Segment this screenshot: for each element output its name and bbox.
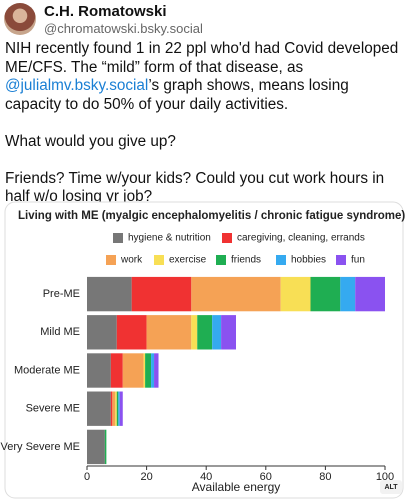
text: NIH recently found 1 in 22 ppl who'd had… [5,40,399,76]
bar-segment [115,391,117,426]
alt-badge[interactable]: ALT [384,484,398,491]
bar-segment [87,315,117,350]
bar-segment [87,276,132,312]
mention-link[interactable]: @julialmv.bsky.social [5,77,149,94]
bar-segment [110,391,113,426]
bar-segment [191,276,281,312]
bar-segment [87,391,111,426]
legend-swatch [276,255,286,265]
legend-swatch [113,233,123,243]
legend-label: friends [231,255,261,266]
x-tick-label: 0 [84,471,90,483]
bar-segment [116,315,147,350]
text: ’s graph shows, means losing capacity to… [5,77,349,113]
legend-swatch [222,233,232,243]
bar-segment [355,276,385,312]
x-tick-label: 100 [376,471,394,483]
bar-segment [104,429,107,465]
legend-label: exercise [169,255,207,266]
legend-swatch [336,255,346,265]
chart-title: Living with ME (myalgic encephalomyeliti… [18,210,405,222]
paragraph: What would you give up? [5,132,176,150]
legend-swatch [154,255,164,265]
y-tick-label: Pre-ME [43,288,80,300]
bar-segment [280,276,311,312]
bar-segment [310,276,341,312]
bar-segment [197,315,213,350]
bar-segment [118,391,120,426]
bar-segment [131,276,192,312]
legend-label: hygiene & nutrition [128,233,211,244]
bar-segment [110,353,123,388]
legend-swatch [216,255,226,265]
bar-segment [154,353,159,388]
x-axis-label: Available energy [192,480,281,494]
bar-segment [212,315,222,350]
bar-segment [221,315,236,350]
x-tick-label: 60 [260,471,272,483]
paragraph: Friends? Time w/your kids? Could you cut… [5,169,385,206]
bar-segment [145,353,152,388]
legend-label: hobbies [291,255,326,266]
bar-segment [143,353,146,388]
y-tick-label: Moderate ME [14,364,80,376]
bar-segment [116,391,119,426]
author-handle[interactable]: @chromatowski.bsky.social [44,21,203,36]
alt-badge-bg[interactable] [380,480,402,494]
x-tick-label: 20 [140,471,152,483]
paragraph: NIH recently found 1 in 22 ppl who'd had… [5,40,409,114]
y-tick-label: Mild ME [40,326,80,338]
x-tick-label: 40 [200,471,212,483]
bar-segment [151,353,155,388]
y-tick-label: Severe ME [26,403,80,415]
y-tick-label: Very Severe ME [1,441,80,453]
bar-segment [122,353,144,388]
post-text: NIH recently found 1 in 22 ppl who'd had… [5,40,409,225]
bar-segment [87,353,111,388]
bar-segment [87,429,105,465]
legend-swatch [106,255,116,265]
legend-label: fun [351,255,365,266]
chart: Living with ME (myalgic encephalomyeliti… [1,201,405,499]
bar-segment [146,315,192,350]
bar-segment [191,315,198,350]
bar-segment [340,276,356,312]
author-name[interactable]: C.H. Romatowski [44,3,167,20]
avatar[interactable] [4,3,36,35]
bar-segment [119,391,123,426]
bar-segment [112,391,116,426]
x-tick-label: 80 [319,471,331,483]
legend-label: work [120,255,143,266]
chart-card [4,201,404,499]
legend-label: caregiving, cleaning, errands [237,233,365,244]
